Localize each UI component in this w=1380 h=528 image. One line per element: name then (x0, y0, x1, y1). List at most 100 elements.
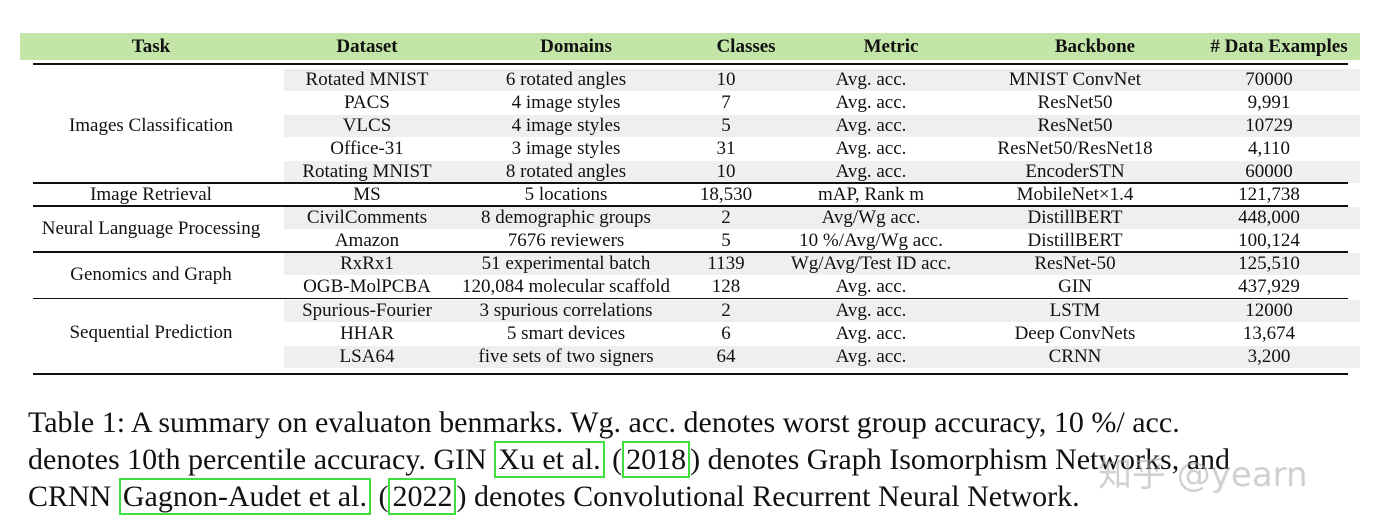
caption-line-1: Table 1: A summary on evaluaton benmarks… (28, 406, 1180, 439)
table-cell: 8 demographic groups (481, 207, 651, 229)
table-cell: Office-31 (330, 138, 404, 160)
table-cell: 120,084 molecular scaffold (461, 276, 671, 298)
table-cell: 2 (721, 299, 731, 321)
citation-year-link-2022[interactable]: 2022 (388, 478, 457, 515)
table-cell: 10 (716, 69, 736, 90)
table-cell: Deep ConvNets (1014, 322, 1136, 344)
table-cell: HHAR (340, 322, 394, 344)
table-cell: 128 (711, 276, 741, 298)
table-cell: 125,510 (1238, 253, 1300, 275)
table-cell: LSA64 (339, 345, 395, 367)
task-label: Neural Language Processing (41, 218, 261, 240)
table-cell: 7 (721, 92, 731, 114)
citation-year-link-2018[interactable]: 2018 (622, 441, 691, 478)
table-cell: 3 spurious correlations (479, 299, 653, 321)
table-cell: 5 (721, 115, 731, 137)
table-cell: MS (353, 184, 381, 206)
task-label: Image Retrieval (90, 183, 212, 205)
table-cell: 5 locations (524, 184, 608, 206)
table-cell: five sets of two signers (478, 345, 654, 367)
caption-line-3: CRNN Gagnon-Audet et al. (2022) denotes … (28, 478, 1080, 515)
table-cell: ResNet-50 (1034, 253, 1116, 275)
table-cell: VLCS (342, 115, 392, 137)
table-cell: MobileNet×1.4 (1016, 184, 1134, 206)
table-cell: 437,929 (1238, 276, 1300, 298)
task-label: Sequential Prediction (69, 322, 233, 344)
table-cell: 448,000 (1238, 207, 1300, 229)
table-cell: DistillBERT (1027, 207, 1123, 229)
table-cell: 1139 (707, 253, 745, 275)
table-cell: 18,530 (699, 184, 753, 206)
table-cell: Avg/Wg acc. (821, 207, 921, 229)
table-cell: mAP, Rank m (817, 184, 925, 206)
table-cell: 10 (716, 161, 736, 183)
table-cell: Rotating MNIST (302, 161, 432, 183)
table-cell: ResNet50 (1037, 115, 1113, 137)
table-cell: GIN (1058, 276, 1092, 298)
header-backbone: Backbone (1054, 36, 1136, 57)
table-cell: 4 image styles (511, 115, 621, 137)
table-cell: 7676 reviewers (507, 230, 625, 252)
table-cell: 6 rotated angles (505, 69, 627, 90)
group-rule (33, 297, 1348, 299)
table-cell: EncoderSTN (1025, 161, 1125, 183)
table-cell: Avg. acc. (835, 161, 907, 183)
table-cell: 70000 (1245, 69, 1293, 90)
bottom-rule (33, 373, 1348, 375)
table-cell: 4 image styles (511, 92, 621, 114)
table-cell: LSTM (1049, 299, 1101, 321)
table-cell: Avg. acc. (835, 138, 907, 160)
row-stripe (284, 253, 1360, 276)
group-rule (33, 182, 1348, 184)
table-cell: RxRx1 (340, 253, 394, 275)
table-cell: 10 %/Avg/Wg acc. (799, 230, 943, 252)
table-cell: Avg. acc. (835, 345, 907, 367)
table-cell: DistillBERT (1027, 230, 1123, 252)
table-cell: Avg. acc. (835, 276, 907, 298)
row-stripe (284, 299, 1360, 322)
table-cell: Rotated MNIST (305, 69, 429, 90)
table-cell: 6 (721, 322, 731, 344)
table-cell: 64 (716, 345, 736, 367)
table-cell: 60000 (1245, 161, 1293, 183)
table-cell: 5 (721, 230, 731, 252)
table-header-row: Task Dataset Domains Classes Metric Back… (20, 33, 1360, 60)
table-cell: 2 (721, 207, 731, 229)
table-cell: 3 image styles (511, 138, 621, 160)
table-cell: Avg. acc. (835, 299, 907, 321)
row-stripe (284, 115, 1360, 138)
citation-link-xu[interactable]: Xu et al. (494, 441, 605, 478)
table-cell: OGB-MolPCBA (303, 276, 431, 298)
table-cell: CivilComments (306, 207, 428, 229)
table-cell: Avg. acc. (835, 322, 907, 344)
table-cell: Avg. acc. (835, 92, 907, 114)
table-cell: Amazon (334, 230, 400, 252)
table-cell: 12000 (1245, 299, 1293, 321)
table-cell: 10729 (1245, 115, 1293, 137)
header-data-examples: # Data Examples (1210, 36, 1348, 57)
summary-table: Task Dataset Domains Classes Metric Back… (20, 33, 1360, 375)
table-cell: MNIST ConvNet (1008, 69, 1142, 90)
table-cell: 121,738 (1238, 184, 1300, 206)
table-cell: 51 experimental batch (481, 253, 651, 275)
task-label: Genomics and Graph (70, 264, 232, 286)
header-metric: Metric (863, 36, 919, 57)
header-domains: Domains (540, 36, 612, 57)
table-cell: 4,110 (1247, 138, 1291, 160)
table-cell: 13,674 (1242, 322, 1296, 344)
header-dataset: Dataset (336, 36, 398, 57)
table-cell: 31 (716, 138, 736, 160)
table-cell: 8 rotated angles (505, 161, 627, 183)
table-cell: ResNet50 (1037, 92, 1113, 114)
table-cell: 3,200 (1247, 345, 1291, 367)
caption-line-2: denotes 10th percentile accuracy. GIN Xu… (28, 441, 1231, 478)
header-task: Task (131, 36, 171, 57)
row-stripe (284, 161, 1360, 184)
table-cell: PACS (344, 92, 390, 114)
table-cell: Wg/Avg/Test ID acc. (790, 253, 952, 275)
row-stripe (284, 207, 1360, 230)
table-cell: Spurious-Fourier (302, 299, 432, 321)
table-cell: 100,124 (1238, 230, 1300, 252)
citation-link-gagnon-audet[interactable]: Gagnon-Audet et al. (118, 478, 371, 515)
table-cell: 9,991 (1247, 92, 1291, 114)
